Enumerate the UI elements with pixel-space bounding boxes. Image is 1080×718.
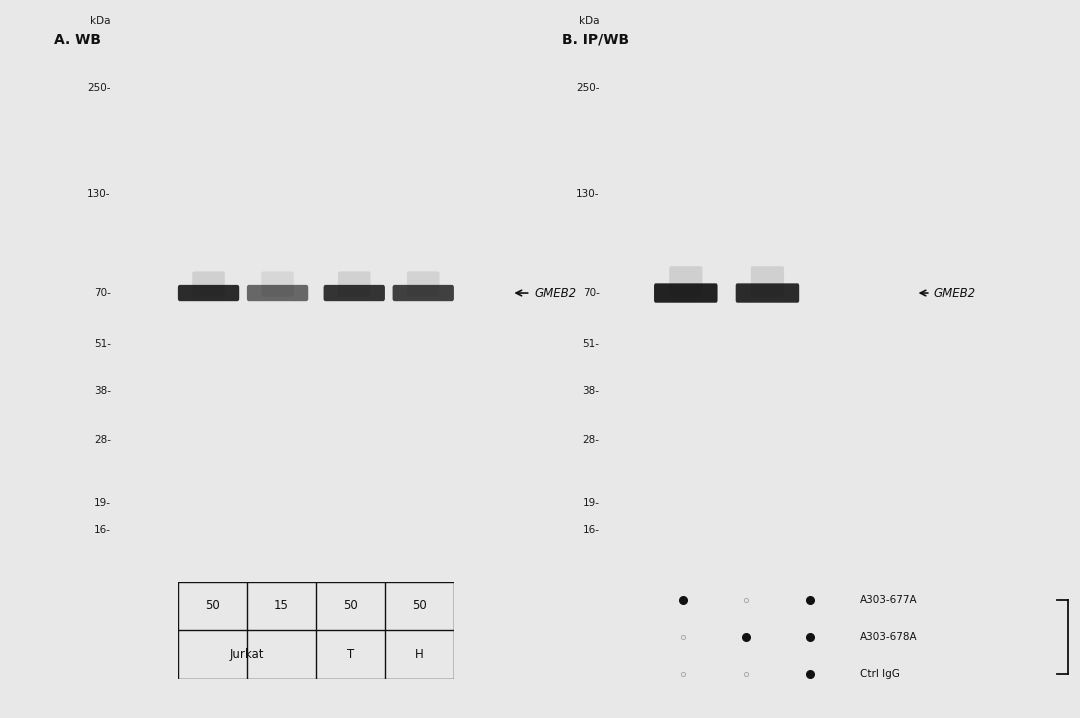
- Text: B. IP/WB: B. IP/WB: [562, 33, 629, 47]
- FancyBboxPatch shape: [735, 284, 799, 303]
- FancyBboxPatch shape: [407, 271, 440, 297]
- FancyBboxPatch shape: [338, 271, 370, 297]
- Text: 70-: 70-: [583, 288, 599, 298]
- Text: T: T: [347, 648, 354, 661]
- Text: kDa: kDa: [579, 16, 599, 26]
- Text: 16-: 16-: [582, 526, 599, 535]
- Text: 50: 50: [205, 600, 219, 612]
- Text: Ctrl IgG: Ctrl IgG: [860, 669, 900, 679]
- FancyBboxPatch shape: [393, 285, 454, 301]
- Text: 51-: 51-: [94, 339, 111, 349]
- Text: 130-: 130-: [576, 189, 599, 199]
- Text: A303-677A: A303-677A: [860, 595, 917, 605]
- Text: 28-: 28-: [94, 435, 111, 445]
- Text: H: H: [415, 648, 423, 661]
- Text: A303-678A: A303-678A: [860, 633, 917, 642]
- FancyBboxPatch shape: [654, 284, 717, 303]
- Text: 19-: 19-: [94, 498, 111, 508]
- Text: 130-: 130-: [87, 189, 111, 199]
- FancyBboxPatch shape: [751, 266, 784, 297]
- Text: kDa: kDa: [91, 16, 111, 26]
- FancyBboxPatch shape: [670, 266, 702, 297]
- Text: 28-: 28-: [582, 435, 599, 445]
- FancyBboxPatch shape: [192, 271, 225, 297]
- Text: GMEB2: GMEB2: [535, 286, 577, 299]
- Text: 250-: 250-: [87, 83, 111, 93]
- Text: 70-: 70-: [94, 288, 111, 298]
- FancyBboxPatch shape: [324, 285, 384, 301]
- Text: A. WB: A. WB: [54, 33, 102, 47]
- Text: 38-: 38-: [582, 386, 599, 396]
- Text: GMEB2: GMEB2: [934, 286, 976, 299]
- FancyBboxPatch shape: [178, 285, 240, 301]
- Text: 50: 50: [413, 600, 427, 612]
- FancyBboxPatch shape: [247, 285, 308, 301]
- FancyBboxPatch shape: [261, 271, 294, 297]
- Text: 250-: 250-: [576, 83, 599, 93]
- Text: 51-: 51-: [582, 339, 599, 349]
- Text: 50: 50: [343, 600, 357, 612]
- Text: 16-: 16-: [94, 526, 111, 535]
- Text: Jurkat: Jurkat: [230, 648, 265, 661]
- Text: 15: 15: [274, 600, 288, 612]
- Text: 38-: 38-: [94, 386, 111, 396]
- Text: 19-: 19-: [582, 498, 599, 508]
